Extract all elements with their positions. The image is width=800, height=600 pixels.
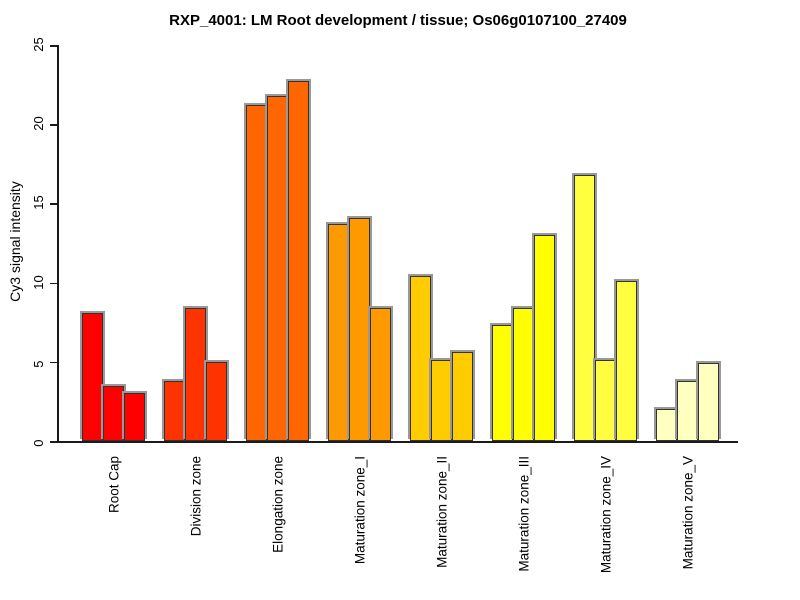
x-category-label-text: Elongation zone [270,456,285,553]
x-category-label-text: Maturation zone_V [680,456,695,570]
y-tick-label: 5 [31,355,46,370]
bar-elongation-zone-rep3 [288,81,309,441]
bar-maturation-zone-ii-rep2 [431,360,452,441]
bar-elongation-zone-rep1 [246,105,267,441]
y-axis-line [57,45,59,443]
x-category-label: Maturation zone_II [434,456,449,571]
bar-maturation-zone-v-rep2 [677,380,698,441]
y-tick [50,203,57,205]
y-tick-label-text: 15 [31,195,46,211]
y-tick-label-text: 10 [31,274,46,290]
y-tick-label: 20 [31,116,46,133]
x-category-label: Maturation zone_V [680,456,695,572]
bar-maturation-zone-v-rep3 [698,363,719,441]
x-category-label-text: Maturation zone_IV [598,456,613,574]
x-axis-line [58,441,738,443]
y-tick [50,282,57,285]
bar-division-zone-rep3 [206,361,227,441]
x-category-label: Root Cap [106,456,121,516]
bar-maturation-zone-iii-rep3 [534,235,555,441]
bar-maturation-zone-iv-rep2 [595,360,616,441]
x-category-label: Maturation zone_III [516,456,531,575]
y-tick-label: 0 [31,435,46,450]
bar-division-zone-rep1 [164,380,185,441]
bar-root-cap-rep2 [103,385,124,441]
y-tick [50,361,57,364]
y-tick-label-text: 20 [31,116,46,131]
x-category-label: Maturation zone_IV [598,456,613,576]
chart-title: RXP_4001: LM Root development / tissue; … [169,12,627,29]
y-tick-label-text: 5 [31,360,46,368]
y-tick [50,45,57,47]
x-category-label-text: Root Cap [106,456,121,514]
bar-maturation-zone-iv-rep3 [616,281,637,441]
bar-maturation-zone-i-rep1 [328,223,349,441]
bar-root-cap-rep3 [124,393,145,441]
y-tick-label: 25 [31,37,46,54]
bar-maturation-zone-iii-rep2 [513,307,534,441]
bar-maturation-zone-iii-rep1 [492,325,513,441]
y-tick-label: 15 [31,196,46,213]
bar-maturation-zone-ii-rep3 [452,352,473,441]
bar-root-cap-rep1 [82,312,103,441]
bar-maturation-zone-ii-rep1 [410,276,431,441]
bar-maturation-zone-v-rep1 [656,409,677,441]
x-category-label-text: Maturation zone_II [434,456,449,568]
x-category-label: Division zone [188,456,203,539]
bar-maturation-zone-i-rep3 [370,307,391,441]
y-tick-label-text: 25 [31,37,46,52]
y-tick-label: 10 [31,275,46,292]
x-category-label-text: Maturation zone_III [516,456,531,572]
bar-maturation-zone-i-rep2 [349,217,370,441]
bar-elongation-zone-rep2 [267,95,288,441]
x-category-label-text: Maturation zone_I [352,456,367,565]
bar-division-zone-rep2 [185,307,206,441]
y-tick [50,124,57,126]
y-tick-label-text: 0 [31,439,46,447]
x-category-label: Elongation zone [270,456,285,556]
bar-maturation-zone-iv-rep1 [574,174,595,441]
y-tick [50,441,57,443]
x-category-label: Maturation zone_I [352,456,367,567]
x-category-label-text: Division zone [188,456,203,537]
